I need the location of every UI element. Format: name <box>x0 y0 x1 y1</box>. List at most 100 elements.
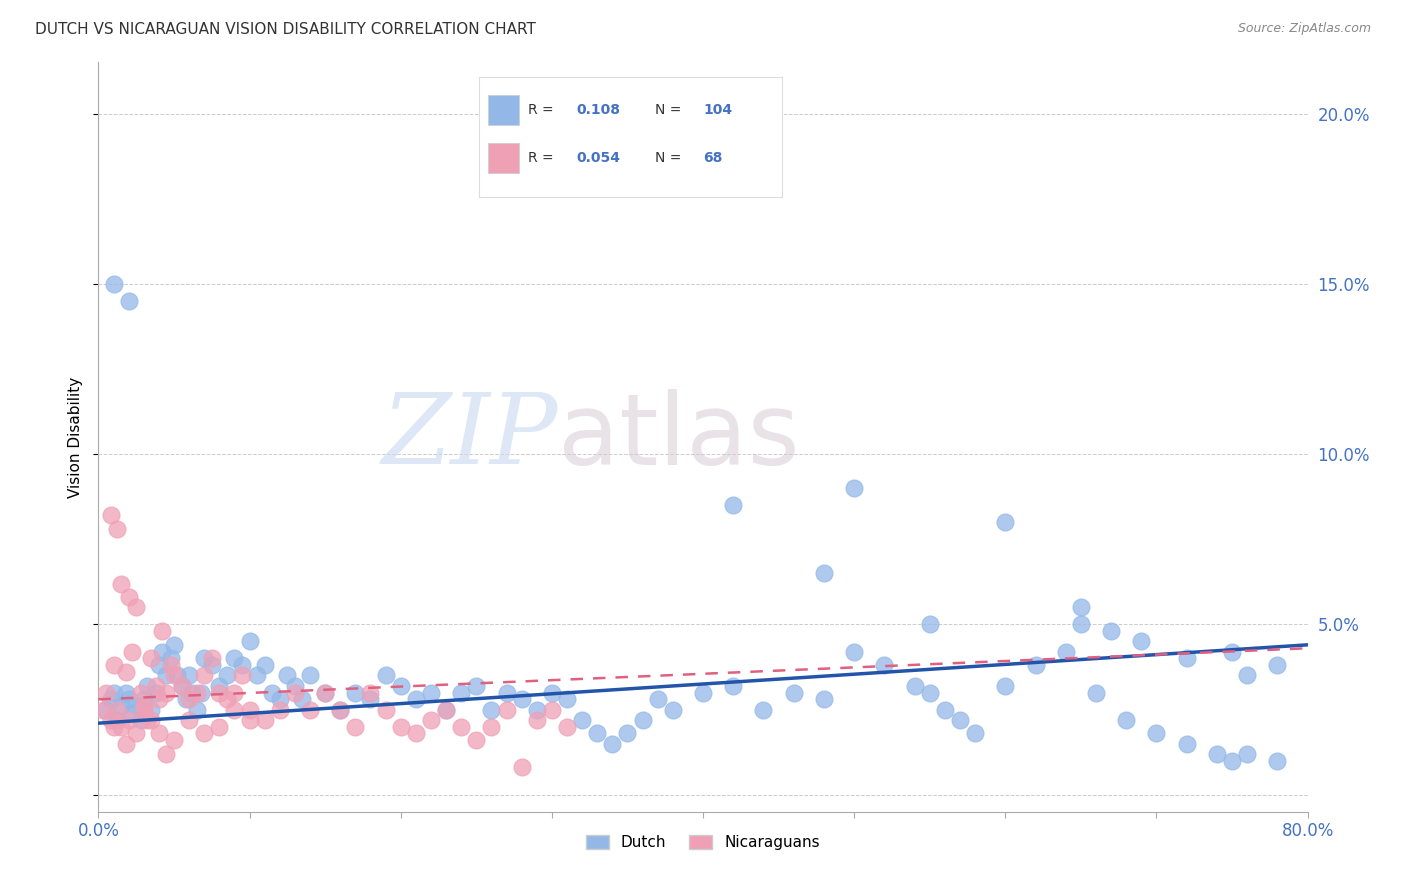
Text: Source: ZipAtlas.com: Source: ZipAtlas.com <box>1237 22 1371 36</box>
Point <box>723 498 745 512</box>
Point <box>125 699 148 714</box>
Point <box>100 508 122 523</box>
Point <box>181 685 204 699</box>
Point <box>253 713 276 727</box>
Point <box>103 685 125 699</box>
Point <box>783 685 806 699</box>
Point <box>844 645 866 659</box>
Point <box>299 668 322 682</box>
Point <box>1070 600 1092 615</box>
Point <box>299 702 322 716</box>
Point <box>118 692 141 706</box>
Text: ZIP: ZIP <box>381 390 558 484</box>
Point <box>94 702 117 716</box>
Point <box>231 668 253 682</box>
Point <box>692 685 714 699</box>
Point <box>129 713 152 727</box>
Point <box>141 713 163 727</box>
Point <box>284 679 307 693</box>
Point <box>329 702 352 716</box>
Point <box>1144 726 1167 740</box>
Point <box>752 702 775 716</box>
Point <box>141 651 163 665</box>
Point <box>262 685 284 699</box>
Point <box>170 679 193 693</box>
Point <box>114 685 136 699</box>
Point <box>208 720 231 734</box>
Point <box>170 679 193 693</box>
Point <box>110 720 132 734</box>
Point <box>555 692 578 706</box>
Point <box>246 668 269 682</box>
Point <box>132 692 155 706</box>
Point <box>965 726 987 740</box>
Point <box>186 685 208 699</box>
Point <box>224 702 246 716</box>
Point <box>571 713 593 727</box>
Point <box>555 720 578 734</box>
Point <box>1115 713 1137 727</box>
Point <box>193 651 215 665</box>
Point <box>239 634 262 648</box>
Point <box>405 726 427 740</box>
Point <box>495 685 517 699</box>
Point <box>114 665 136 679</box>
Point <box>141 702 163 716</box>
Point <box>103 277 125 291</box>
Point <box>118 293 141 308</box>
Point <box>94 685 117 699</box>
Point <box>125 600 148 615</box>
Point <box>150 624 173 639</box>
Point <box>118 590 141 604</box>
Point <box>1206 747 1229 761</box>
Point <box>155 747 177 761</box>
Point <box>1070 617 1092 632</box>
Point <box>208 679 231 693</box>
Point <box>239 713 262 727</box>
Point <box>105 713 128 727</box>
Point <box>105 522 128 536</box>
Point <box>344 720 367 734</box>
Point <box>904 679 927 693</box>
Text: atlas: atlas <box>558 389 800 485</box>
Point <box>465 679 488 693</box>
Point <box>994 679 1017 693</box>
Point <box>160 658 183 673</box>
Point <box>813 692 835 706</box>
Point <box>314 685 336 699</box>
Point <box>389 679 412 693</box>
Point <box>100 713 122 727</box>
Point <box>179 692 201 706</box>
Point <box>148 726 170 740</box>
Point <box>100 692 122 706</box>
Point <box>148 658 170 673</box>
Point <box>208 685 231 699</box>
Point <box>135 679 157 693</box>
Y-axis label: Vision Disability: Vision Disability <box>67 376 83 498</box>
Point <box>586 726 609 740</box>
Point <box>148 692 170 706</box>
Point <box>344 685 367 699</box>
Point <box>1175 737 1198 751</box>
Point <box>269 692 291 706</box>
Point <box>1054 645 1077 659</box>
Point <box>1099 624 1122 639</box>
Point <box>132 702 155 716</box>
Point <box>1267 658 1289 673</box>
Point <box>661 702 683 716</box>
Point <box>389 720 412 734</box>
Point <box>160 651 183 665</box>
Point <box>163 638 186 652</box>
Point <box>1236 747 1258 761</box>
Point <box>231 658 253 673</box>
Point <box>291 692 314 706</box>
Point <box>374 702 396 716</box>
Point <box>145 685 167 699</box>
Point <box>155 685 177 699</box>
Point <box>1024 658 1046 673</box>
Point <box>201 651 224 665</box>
Legend: Dutch, Nicaraguans: Dutch, Nicaraguans <box>579 830 827 856</box>
Point <box>215 692 238 706</box>
Point <box>129 685 152 699</box>
Point <box>132 699 155 714</box>
